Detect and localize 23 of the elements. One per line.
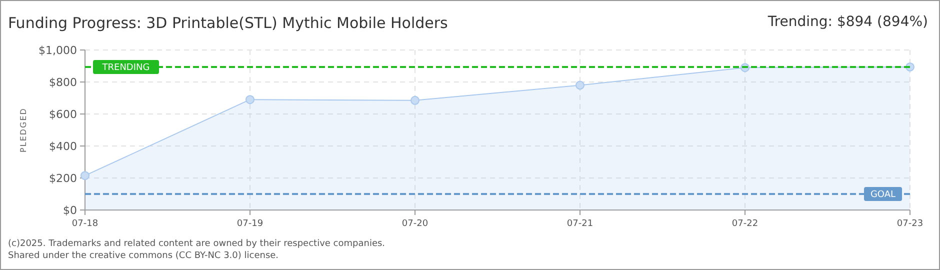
x-tick-label: 07-23 [896, 219, 924, 229]
point [80, 171, 90, 180]
text: (c)2025. Trademarks and related content are owned by their respective companies. [8, 239, 386, 249]
point [410, 96, 420, 105]
point [576, 80, 584, 90]
y-tick-label: $0 [63, 204, 77, 217]
y-tick-label: $1,000 [38, 44, 77, 57]
y-tick-label: $600 [49, 108, 77, 121]
x-tick-label: 07-21 [566, 219, 594, 229]
ref-line-label: TRENDING [101, 63, 150, 74]
x-tick-label: 07-18 [72, 219, 98, 229]
ref-line-label: GOAL [870, 190, 896, 200]
y-tick-label: $200 [49, 172, 77, 185]
chart-subtitle: Trending: $894 (894%) [766, 14, 928, 30]
point [246, 95, 254, 104]
y-axis-title: PLEDGED [19, 108, 28, 152]
x-tick-label: 07-19 [236, 219, 264, 229]
x-tick-label: 07-22 [732, 219, 758, 229]
chart-title: Funding Progress: 3D Printable(STL) Mythic Mobile Holders [8, 14, 448, 32]
y-tick-label: $400 [49, 140, 77, 153]
x-tick-label: 07-20 [402, 219, 428, 229]
text: Shared under the creative commons (CC BY-NC 3.0) license. [8, 251, 279, 261]
y-tick-label: $800 [49, 76, 77, 89]
